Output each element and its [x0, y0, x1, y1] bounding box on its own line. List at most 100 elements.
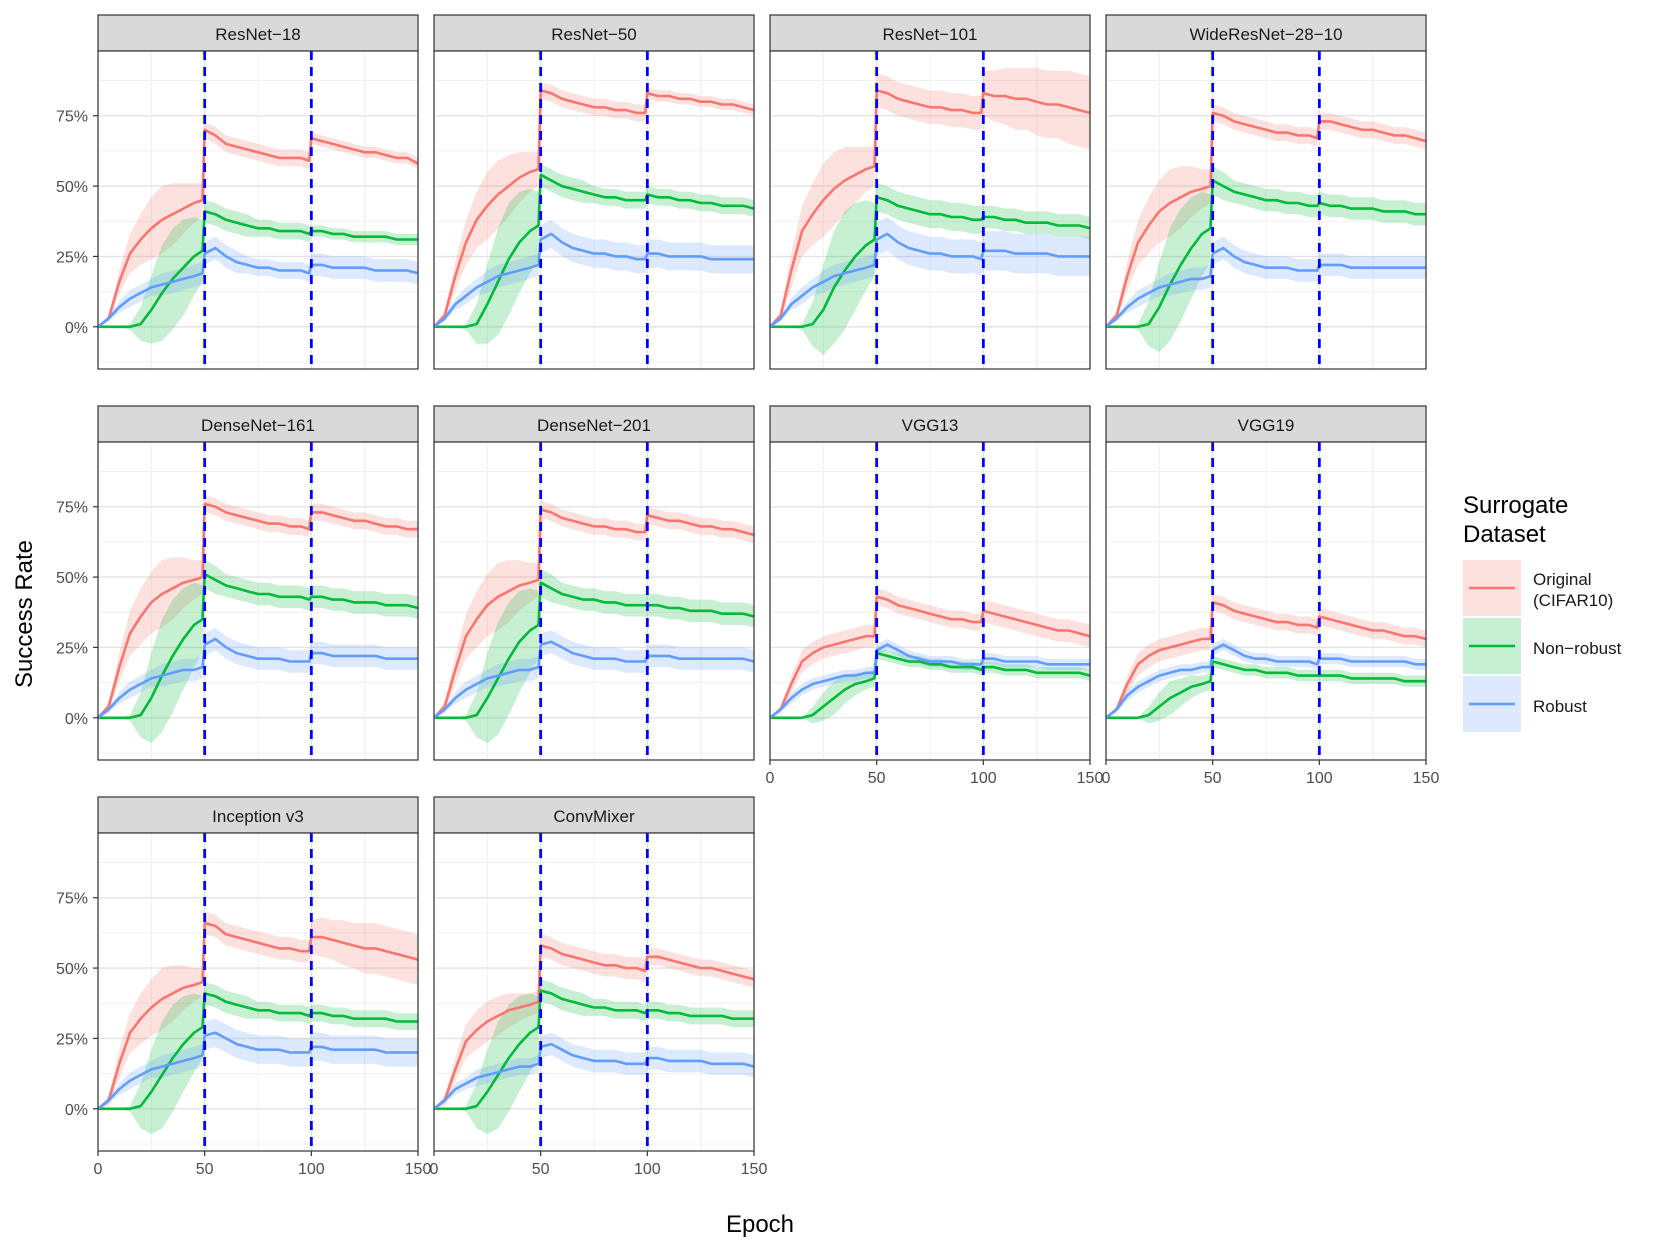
- y-tick-label: 50%: [56, 570, 88, 587]
- panel-border: [1105, 441, 1427, 761]
- confidence-band-nonrobust: [434, 568, 754, 744]
- facet-strip: [769, 405, 1091, 443]
- panel-border: [433, 832, 755, 1152]
- facet-title: ResNet−101: [883, 25, 978, 44]
- x-axis-title: Epoch: [726, 1211, 794, 1238]
- facet-panel: ResNet−101: [769, 14, 1091, 370]
- confidence-band-original: [1106, 104, 1426, 327]
- x-tick-label: 100: [1306, 770, 1333, 787]
- y-axis-title: Success Rate: [11, 540, 38, 688]
- facet-panel: ConvMixer 0 50 100 150: [430, 796, 767, 1178]
- confidence-band-robust: [1106, 639, 1426, 718]
- series-line-original: [97, 502, 418, 719]
- facet-panel: VGG19 0 50 100 150: [1102, 405, 1440, 787]
- legend-label-nonrobust: Non−robust: [1533, 639, 1622, 658]
- series-line-nonrobust: [770, 196, 1091, 329]
- x-tick-label: 50: [1204, 770, 1222, 787]
- series-line-nonrobust: [1106, 660, 1426, 720]
- confidence-band-original: [98, 495, 418, 718]
- series-line-nonrobust: [98, 572, 419, 720]
- confidence-band-original: [98, 121, 418, 327]
- facet-strip: [433, 796, 755, 834]
- confidence-band-original: [770, 588, 1090, 718]
- legend-keys: [1463, 560, 1521, 732]
- series-line-robust: [97, 1031, 418, 1110]
- confidence-band-nonrobust: [98, 560, 418, 744]
- confidence-band-nonrobust: [770, 647, 1090, 724]
- panel-border: [433, 441, 755, 761]
- confidence-band-nonrobust: [98, 982, 418, 1135]
- panel-border: [769, 441, 1091, 761]
- legend-title-line-2: Dataset: [1463, 521, 1546, 548]
- series-line-robust: [97, 637, 418, 719]
- series-line-original: [97, 921, 419, 1110]
- confidence-band-original: [434, 934, 754, 1109]
- series-line-robust: [1105, 643, 1426, 719]
- y-tick-label: 75%: [56, 891, 88, 908]
- confidence-band-original: [770, 67, 1090, 327]
- panel-border: [433, 50, 755, 370]
- y-tick-label: 25%: [56, 1031, 88, 1048]
- confidence-band-original: [1106, 594, 1426, 718]
- confidence-band-nonrobust: [434, 163, 754, 344]
- confidence-band-robust: [1106, 236, 1426, 327]
- confidence-band-robust: [98, 627, 418, 718]
- series-line-robust: [97, 246, 419, 328]
- x-tick-label: 100: [298, 1161, 325, 1178]
- panel-border: [1105, 50, 1427, 370]
- facet-title: ResNet−50: [551, 25, 637, 44]
- x-tick-label: 150: [1413, 770, 1440, 787]
- facet-strip: [97, 796, 419, 834]
- facet-strip: [433, 405, 755, 443]
- series-line-nonrobust: [434, 173, 755, 329]
- series-line-nonrobust: [98, 210, 418, 329]
- facet-strip: [97, 14, 419, 52]
- confidence-band-robust: [434, 1032, 754, 1109]
- series-line-original: [1105, 601, 1427, 719]
- legend-label-robust: Robust: [1533, 697, 1587, 716]
- legend-title-line-1: Surrogate: [1463, 492, 1568, 519]
- facet-panel: ResNet−18 0% 25% 50% 75%: [56, 14, 419, 370]
- y-tick-label: 0%: [65, 320, 88, 337]
- y-tick-label: 0%: [65, 711, 88, 728]
- legend-label-original-line-1: Original: [1533, 570, 1592, 589]
- confidence-band-robust: [770, 217, 1090, 327]
- confidence-band-robust: [98, 236, 418, 327]
- facet-strip: [97, 405, 419, 443]
- facet-title: ResNet−18: [215, 25, 301, 44]
- panel-border: [769, 50, 1091, 370]
- facet-panel: DenseNet−201: [433, 405, 755, 761]
- series-line-original: [769, 595, 1091, 719]
- series-line-nonrobust: [1106, 179, 1426, 329]
- panel-border: [97, 50, 419, 370]
- series-line-robust: [433, 1042, 755, 1110]
- facet-title: WideResNet−28−10: [1189, 25, 1342, 44]
- x-tick-label: 150: [405, 1161, 432, 1178]
- series-line-nonrobust: [434, 989, 754, 1111]
- panel-border: [97, 832, 419, 1152]
- series-line-nonrobust: [98, 992, 418, 1111]
- series-line-original: [433, 508, 755, 719]
- x-tick-label: 0: [766, 770, 775, 787]
- facet-panel: WideResNet−28−10: [1105, 14, 1427, 370]
- facet-strip: [433, 14, 755, 52]
- confidence-band-nonrobust: [434, 979, 754, 1135]
- facet-panel: Inception v3 0% 25% 50% 75% 0 50 100 150: [56, 796, 432, 1178]
- facet-strip: [1105, 14, 1427, 52]
- confidence-band-original: [98, 911, 418, 1109]
- series-line-nonrobust: [770, 651, 1091, 720]
- series-line-original: [433, 944, 755, 1110]
- x-tick-label: 0: [1102, 770, 1111, 787]
- confidence-band-robust: [434, 219, 754, 327]
- panel-border: [97, 441, 419, 761]
- confidence-band-nonrobust: [1106, 166, 1426, 353]
- facet-title: VGG13: [902, 416, 959, 435]
- confidence-band-robust: [98, 1018, 418, 1109]
- series-line-robust: [433, 640, 755, 719]
- y-tick-label: 50%: [56, 179, 88, 196]
- x-tick-label: 100: [634, 1161, 661, 1178]
- legend-label-original-line-2: (CIFAR10): [1533, 591, 1613, 610]
- y-tick-label: 75%: [56, 109, 88, 126]
- y-tick-label: 75%: [56, 500, 88, 517]
